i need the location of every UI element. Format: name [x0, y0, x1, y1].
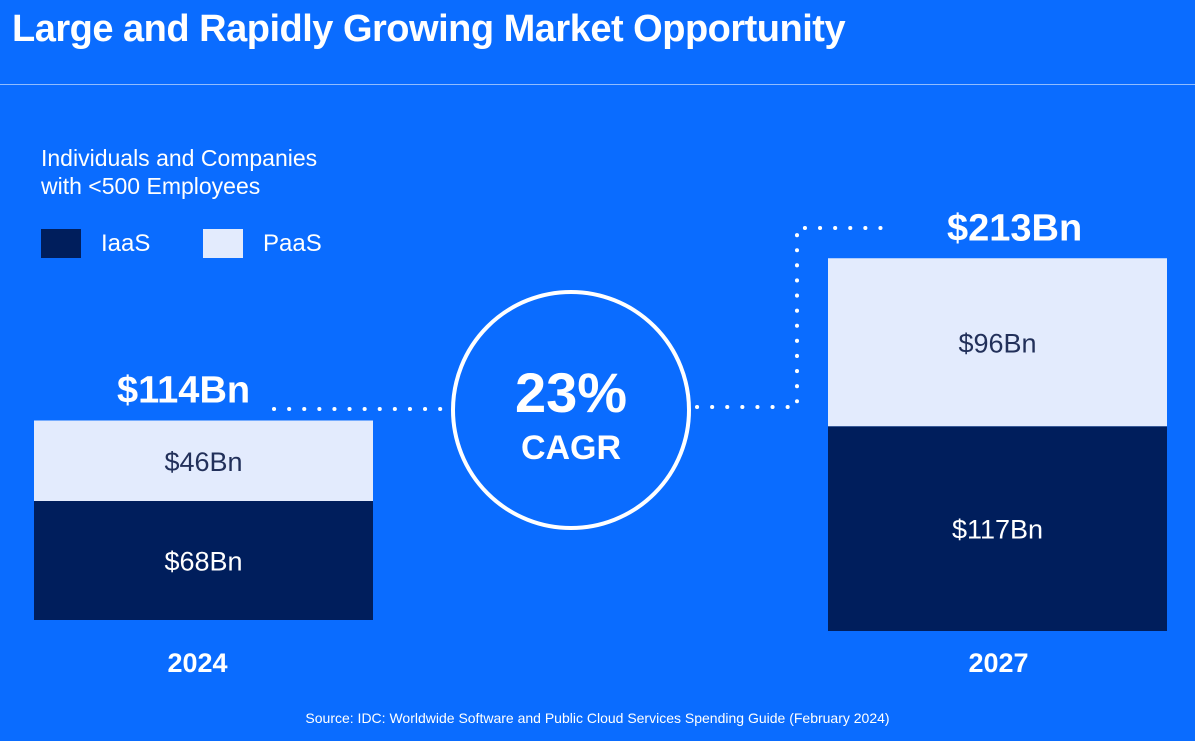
bar-paas-2027 [828, 258, 1167, 427]
bar-iaas-2027 [828, 426, 1167, 631]
legend-swatch-iaas [41, 229, 81, 258]
chart-subtitle: Individuals and Companies with <500 Empl… [41, 144, 317, 200]
bars-group: $68Bn $46Bn $114Bn 2024 $117Bn $96Bn $213Bn 202… [34, 207, 1167, 678]
legend-swatch-paas [203, 229, 243, 258]
legend-label-paas: PaaS [263, 229, 322, 257]
source-note: Source: IDC: Worldwide Software and Publ… [305, 710, 890, 726]
data-label-iaas-2027: $117Bn [952, 515, 1043, 545]
data-label-iaas-2024: $68Bn [164, 547, 242, 577]
category-label-2024: 2024 [167, 648, 227, 678]
title-divider [0, 84, 1195, 85]
subtitle-line-1: Individuals and Companies [41, 145, 318, 171]
category-label-2027: 2027 [968, 648, 1028, 678]
total-label-2027: $213Bn [947, 207, 1082, 249]
bar-iaas-2024 [34, 501, 373, 620]
cagr-value: 23% [515, 361, 627, 424]
cagr-circle [451, 290, 691, 530]
data-label-paas-2027: $96Bn [958, 328, 1036, 358]
total-label-2024: $114Bn [117, 370, 250, 412]
cagr-label: CAGR [521, 429, 621, 467]
subtitle-line-2: with <500 Employees [41, 173, 261, 199]
page-title: Large and Rapidly Growing Market Opportu… [12, 8, 846, 50]
legend-label-iaas: IaaS [101, 229, 151, 257]
bar-paas-2024 [34, 420, 373, 501]
legend-item-iaas: IaaS [41, 229, 150, 258]
data-label-paas-2024: $46Bn [164, 447, 242, 477]
legend-item-paas: PaaS [203, 229, 322, 258]
